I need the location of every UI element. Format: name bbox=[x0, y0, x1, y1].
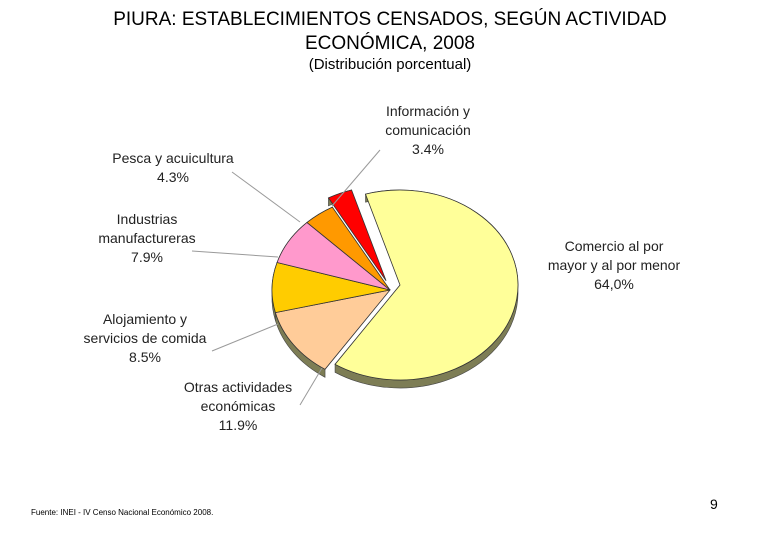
slice-value-4: 4.3% bbox=[157, 169, 189, 185]
slice-label-line-1-1: económicas bbox=[201, 398, 276, 414]
pie-slice-4 bbox=[306, 206, 391, 291]
leader-line-3 bbox=[191, 250, 279, 258]
slice-label-0: Comercio al por mayor y al por menor 64,0% bbox=[548, 238, 681, 292]
slice-value-1: 11.9% bbox=[219, 417, 258, 433]
page-number: 9 bbox=[710, 496, 718, 512]
slice-label-4: Pesca y acuicultura 4.3% bbox=[112, 150, 234, 185]
chart-title-line-1: PIURA: ESTABLECIMIENTOS CENSADOS, SEGÚN … bbox=[113, 9, 667, 30]
chart-subtitle: (Distribución porcentual) bbox=[308, 56, 472, 73]
leader-line-2 bbox=[211, 323, 279, 352]
slice-value-0: 64,0% bbox=[594, 276, 634, 292]
chart-title: PIURA: ESTABLECIMIENTOS CENSADOS, SEGÚN … bbox=[0, 8, 766, 56]
slice-label-line-5-1: comunicación bbox=[385, 122, 471, 138]
slice-label-line-1-0: Otras actividades bbox=[184, 379, 292, 395]
slice-label-5: Información y comunicación 3.4% bbox=[385, 103, 471, 157]
slice-label-line-4-0: Pesca y acuicultura bbox=[112, 150, 234, 166]
leader-line-1 bbox=[299, 367, 323, 406]
slice-label-1: Otras actividades económicas 11.9% bbox=[184, 379, 292, 433]
slice-label-line-2-0: Alojamiento y bbox=[103, 311, 187, 327]
slice-label-line-3-1: manufactureras bbox=[98, 230, 195, 246]
pie-slice-1 bbox=[274, 289, 392, 370]
slice-label-line-0-0: Comercio al por bbox=[565, 238, 664, 254]
slice-value-3: 7.9% bbox=[131, 249, 163, 265]
pie-slice-0 bbox=[334, 189, 519, 381]
slice-label-line-5-0: Información y bbox=[386, 103, 470, 119]
chart-title-line-2: ECONÓMICA, 2008 bbox=[305, 33, 475, 54]
slice-label-line-0-1: mayor y al por menor bbox=[548, 257, 681, 273]
slice-value-5: 3.4% bbox=[412, 141, 444, 157]
slice-value-2: 8.5% bbox=[129, 349, 161, 365]
leader-line-5 bbox=[331, 149, 381, 207]
slice-label-line-2-1: servicios de comida bbox=[84, 330, 207, 346]
slice-label-2: Alojamiento y servicios de comida 8.5% bbox=[84, 311, 207, 365]
leader-line-4 bbox=[231, 171, 301, 223]
slice-label-line-3-0: Industrias bbox=[117, 211, 178, 227]
slice-label-3: Industrias manufactureras 7.9% bbox=[98, 211, 195, 265]
pie-slice-5 bbox=[327, 189, 387, 282]
source-note: Fuente: INEI - IV Censo Nacional Económi… bbox=[31, 508, 214, 517]
